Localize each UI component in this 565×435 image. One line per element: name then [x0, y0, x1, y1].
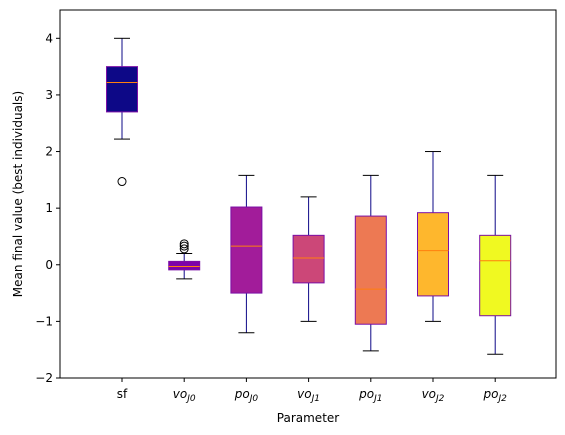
x-axis-label: Parameter — [277, 411, 339, 425]
x-axis: sf voJ0 poJ0 voJ1 poJ1 voJ2 poJ2 — [117, 378, 507, 404]
y-tick-label: 1 — [45, 201, 53, 215]
x-tick-label: sf — [117, 387, 128, 401]
box-group — [479, 174, 512, 355]
y-axis-label: Mean final value (best individuals) — [11, 91, 25, 297]
box-group — [354, 174, 387, 352]
y-axis: −2 −1 0 1 2 3 4 — [35, 31, 60, 385]
box-group — [106, 37, 138, 187]
box — [417, 212, 449, 297]
outlier-point — [179, 239, 189, 249]
outlier-point — [179, 244, 189, 254]
x-tick-label: voJ1 — [297, 387, 320, 404]
box — [168, 260, 201, 271]
y-tick-label: 4 — [45, 31, 53, 45]
y-tick-label: −1 — [35, 314, 53, 328]
box — [230, 206, 263, 294]
outlier-point — [117, 177, 127, 187]
box-group — [292, 196, 325, 322]
axes-frame — [59, 9, 557, 379]
box-group — [417, 151, 449, 322]
box — [106, 66, 138, 113]
y-tick-label: 2 — [45, 145, 53, 159]
y-tick-label: 0 — [45, 258, 53, 272]
box — [354, 215, 387, 325]
x-tick-label: voJ0 — [173, 387, 196, 404]
x-tick-label: poJ2 — [483, 387, 508, 404]
plot-area — [106, 37, 512, 355]
outlier-point — [179, 241, 189, 251]
box-group — [230, 174, 263, 334]
box-group — [168, 239, 201, 280]
box — [292, 234, 325, 284]
box — [479, 234, 512, 317]
x-tick-label: voJ2 — [422, 387, 445, 404]
y-tick-label: 3 — [45, 88, 53, 102]
x-tick-label: poJ1 — [358, 387, 382, 404]
y-tick-label: −2 — [35, 371, 53, 385]
x-tick-label: poJ0 — [234, 387, 259, 404]
